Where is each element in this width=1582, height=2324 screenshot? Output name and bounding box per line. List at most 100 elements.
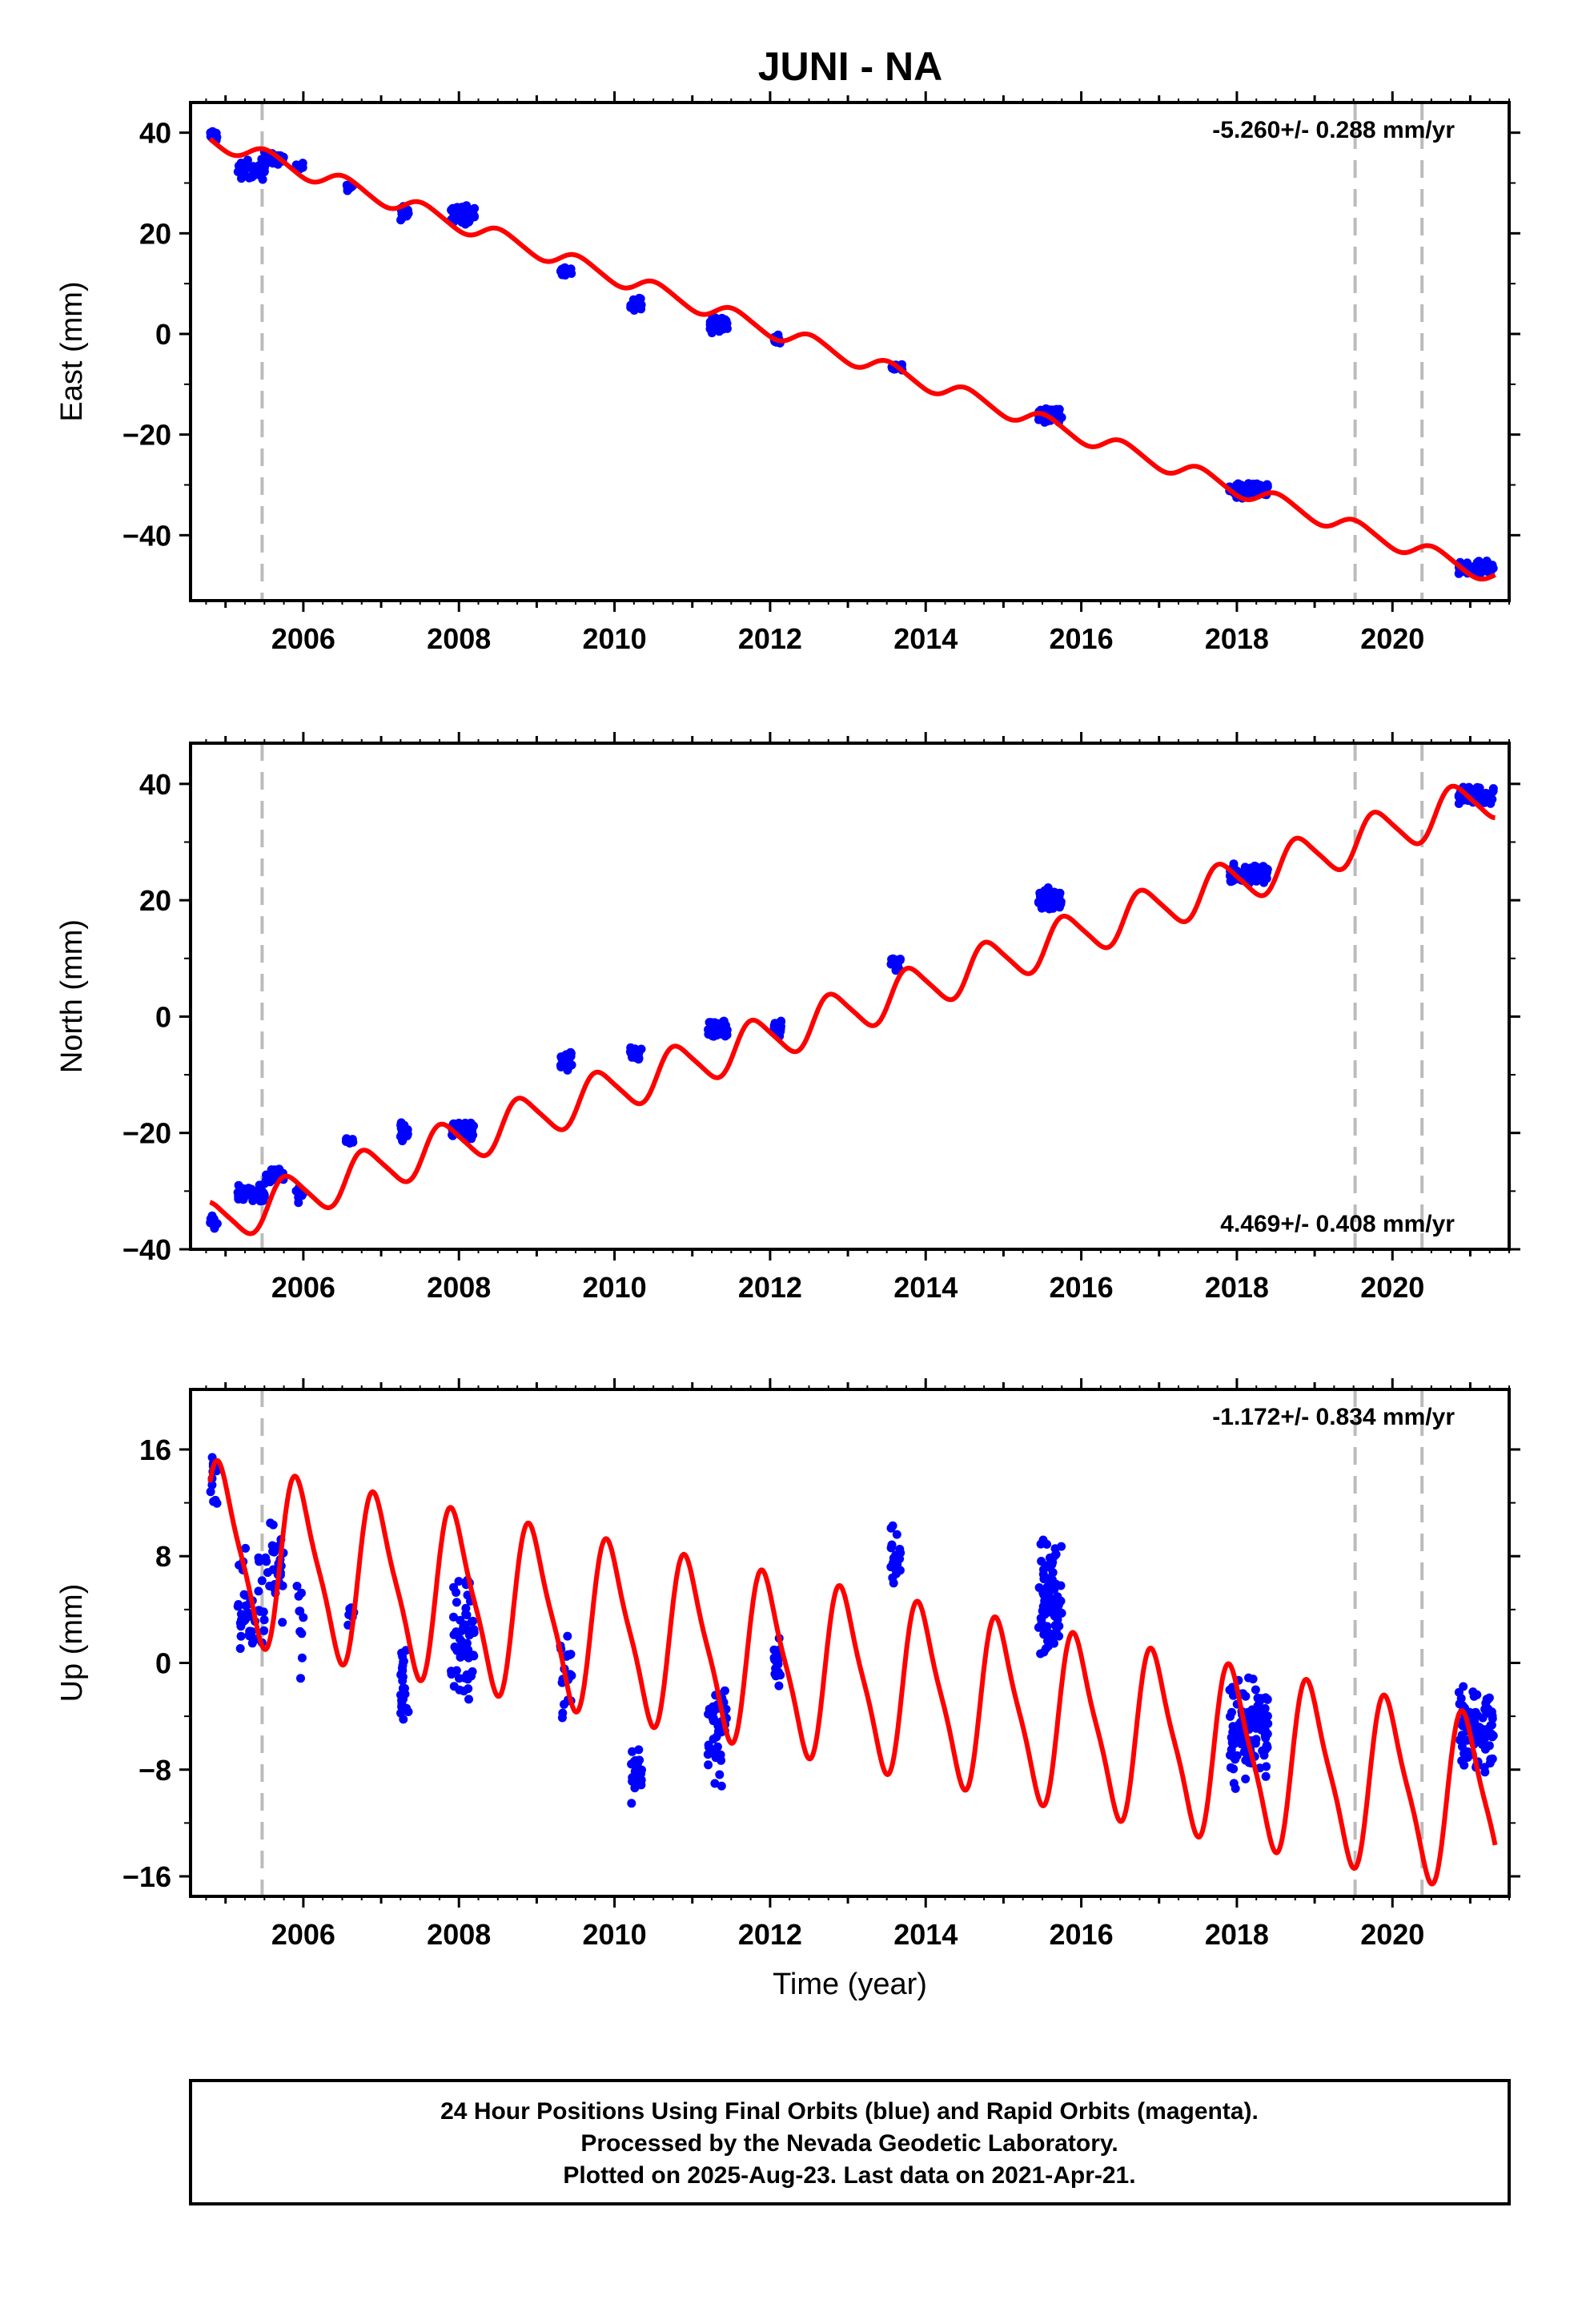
data-point [1260,1726,1270,1735]
data-point [1035,896,1045,906]
data-point [1261,1693,1271,1703]
data-point [266,1518,275,1528]
data-point [208,127,217,136]
data-point [630,1783,640,1793]
data-point [629,306,639,315]
data-point [291,1186,301,1196]
y-tick-label: 40 [139,768,171,801]
y-tick-label: 16 [139,1433,171,1466]
data-point [254,1553,263,1562]
data-point [460,1647,469,1656]
data-point [397,1648,407,1658]
data-point [890,1563,899,1573]
x-tick-label: 2012 [738,622,802,655]
x-tick-label: 2020 [1360,622,1424,655]
data-point [211,1495,220,1505]
rate-label: 4.469+/- 0.408 mm/yr [1220,1211,1455,1237]
data-point [1252,1713,1262,1723]
footer-box: 24 Hour Positions Using Final Orbits (bl… [189,2079,1511,2205]
footer-line-2: Processed by the Nevada Geodetic Laborat… [580,2130,1118,2157]
data-point [266,1170,275,1180]
data-point [470,203,480,213]
data-point [397,1702,407,1711]
data-point [1470,1717,1480,1727]
data-point [259,1615,269,1625]
data-point [255,1606,265,1616]
x-tick-label: 2020 [1360,1918,1424,1951]
data-point [1229,1764,1239,1774]
data-point [278,1581,287,1590]
data-point [208,1215,218,1224]
data-point [1042,1582,1052,1592]
data-point [563,1631,572,1641]
data-point [892,1530,901,1539]
data-point [447,1670,456,1679]
y-tick-label: 0 [155,1647,171,1679]
data-point [636,1775,646,1785]
y-tick-label: 0 [155,318,171,351]
data-point [460,1624,468,1634]
model-fit-line [207,1458,1498,1887]
data-point [400,1689,410,1699]
data-point [632,1769,641,1779]
data-point [1042,1622,1052,1631]
data-point [721,1020,729,1030]
data-point [1045,1553,1054,1562]
data-point [265,1177,275,1187]
data-point [297,1629,307,1638]
data-point [1261,1771,1271,1781]
data-point [887,955,897,964]
model-fit-line [208,137,1497,582]
data-point [774,1681,784,1691]
data-point [251,1190,261,1200]
data-point [1476,566,1485,576]
data-point [719,322,729,332]
data-point [1261,1714,1270,1723]
data-point [710,1703,720,1713]
x-tick-label: 2006 [271,1271,335,1304]
data-point [1252,862,1261,872]
data-point [1231,1783,1240,1793]
data-point [1455,1735,1464,1745]
data-point [278,1618,287,1627]
data-point [1043,1636,1052,1646]
data-point [451,1643,460,1653]
data-point [1488,1754,1497,1763]
data-point [296,1674,305,1683]
data-point [886,1523,896,1533]
x-tick-label: 2014 [893,1271,958,1304]
data-point [1044,1591,1053,1600]
x-axis-label: Time (year) [773,1968,927,2001]
data-point [245,1631,255,1641]
data-point [710,1779,720,1788]
x-tick-label: 2020 [1360,1271,1424,1304]
data-point [1455,1699,1464,1709]
data-point [634,300,644,309]
data-point [459,203,468,213]
data-point [259,1626,269,1635]
data-point [233,1188,243,1197]
data-point [1256,485,1266,495]
data-point [262,153,271,163]
data-point [241,1543,251,1553]
data-point [710,1744,720,1754]
data-point [297,1588,306,1598]
data-point [1230,1752,1239,1762]
y-axis-label: Up (mm) [55,1584,89,1703]
x-tick-label: 2016 [1050,1271,1114,1304]
y-tick-label: 40 [139,117,171,150]
y-tick-label: −8 [139,1754,171,1787]
data-point [1036,1649,1046,1659]
data-point [1050,1544,1060,1554]
data-point [1034,1622,1043,1632]
data-point [1253,1693,1263,1703]
x-tick-label: 2016 [1050,1918,1114,1951]
data-point [895,955,905,965]
data-point [1038,1535,1048,1545]
data-point [257,1576,267,1586]
data-point [447,205,456,215]
data-point [1041,886,1050,895]
x-tick-label: 2014 [893,622,958,655]
east-panel: 2006 2008 2010 2012 2014 2016 2018 2020 −40 −20 0 2… [55,91,1520,655]
